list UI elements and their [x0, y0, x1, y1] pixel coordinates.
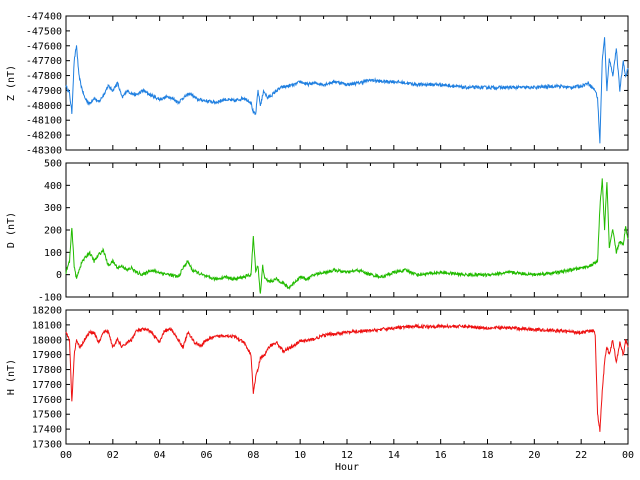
x-tick-label: 18 [481, 450, 493, 461]
y-tick-label: -47900 [26, 86, 62, 97]
y-tick-label: -48000 [26, 101, 62, 112]
y-tick-label: -48100 [26, 116, 62, 127]
y-tick-label: -48200 [26, 131, 62, 142]
x-tick-label: 06 [200, 450, 212, 461]
x-tick-label: 16 [435, 450, 447, 461]
y-tick-label: 17300 [32, 440, 62, 451]
panel-3: 1730017400175001760017700178001790018000… [6, 306, 634, 474]
y-tick-label: 300 [44, 203, 62, 214]
y-tick-label: 18200 [32, 306, 62, 317]
panel-2: -100 0 100 200 300 400 500 D (nT) [6, 159, 629, 304]
y-tick-label: 0 [56, 270, 62, 281]
y-tick-label: 400 [44, 181, 62, 192]
x-tick-label: 00 [60, 450, 72, 461]
y-tick-label: 17600 [32, 395, 62, 406]
x-tick-label: 04 [154, 450, 166, 461]
plot-frame [65, 309, 629, 445]
y-tick-label: 500 [44, 159, 62, 170]
y-axis-label: H (nT) [6, 359, 17, 395]
panel-1: -48300 -48200 -48100 -48000 -47900 -47800 -477… [6, 12, 629, 157]
y-tick-label: -48300 [26, 146, 62, 157]
y-tick-label: -47500 [26, 26, 62, 37]
y-tick-label: -47800 [26, 71, 62, 82]
x-tick-label: 22 [575, 450, 587, 461]
series-line-1-1 [65, 37, 629, 144]
y-tick-label: -47700 [26, 56, 62, 67]
x-tick-label: 14 [388, 450, 400, 461]
y-tick-label: 18000 [32, 335, 62, 346]
y-tick-label: 17400 [32, 425, 62, 436]
y-tick-label: 18100 [32, 320, 62, 331]
x-tick-label: 20 [528, 450, 540, 461]
y-tick-label: -100 [38, 293, 62, 304]
plot-frame [65, 15, 629, 151]
y-tick-label: 200 [44, 226, 62, 237]
x-tick-label: 12 [341, 450, 353, 461]
series-line-3-1 [65, 323, 629, 432]
x-tick-label: 10 [294, 450, 306, 461]
y-tick-label: 17700 [32, 380, 62, 391]
y-tick-label: -47600 [26, 41, 62, 52]
x-tick-label: 08 [247, 450, 259, 461]
y-axis-label: D (nT) [6, 212, 17, 248]
y-tick-label: 100 [44, 248, 62, 259]
plot-frame [65, 162, 629, 298]
y-tick-label: 17900 [32, 350, 62, 361]
y-tick-label: 17800 [32, 365, 62, 376]
series-line-2-1 [65, 178, 629, 294]
y-tick-label: -47400 [26, 12, 62, 23]
y-tick-label: 17500 [32, 410, 62, 421]
y-axis-label: Z (nT) [6, 65, 17, 101]
x-tick-label: 00 [622, 450, 634, 461]
x-axis-label: Hour [335, 462, 359, 473]
x-tick-label: 02 [107, 450, 119, 461]
